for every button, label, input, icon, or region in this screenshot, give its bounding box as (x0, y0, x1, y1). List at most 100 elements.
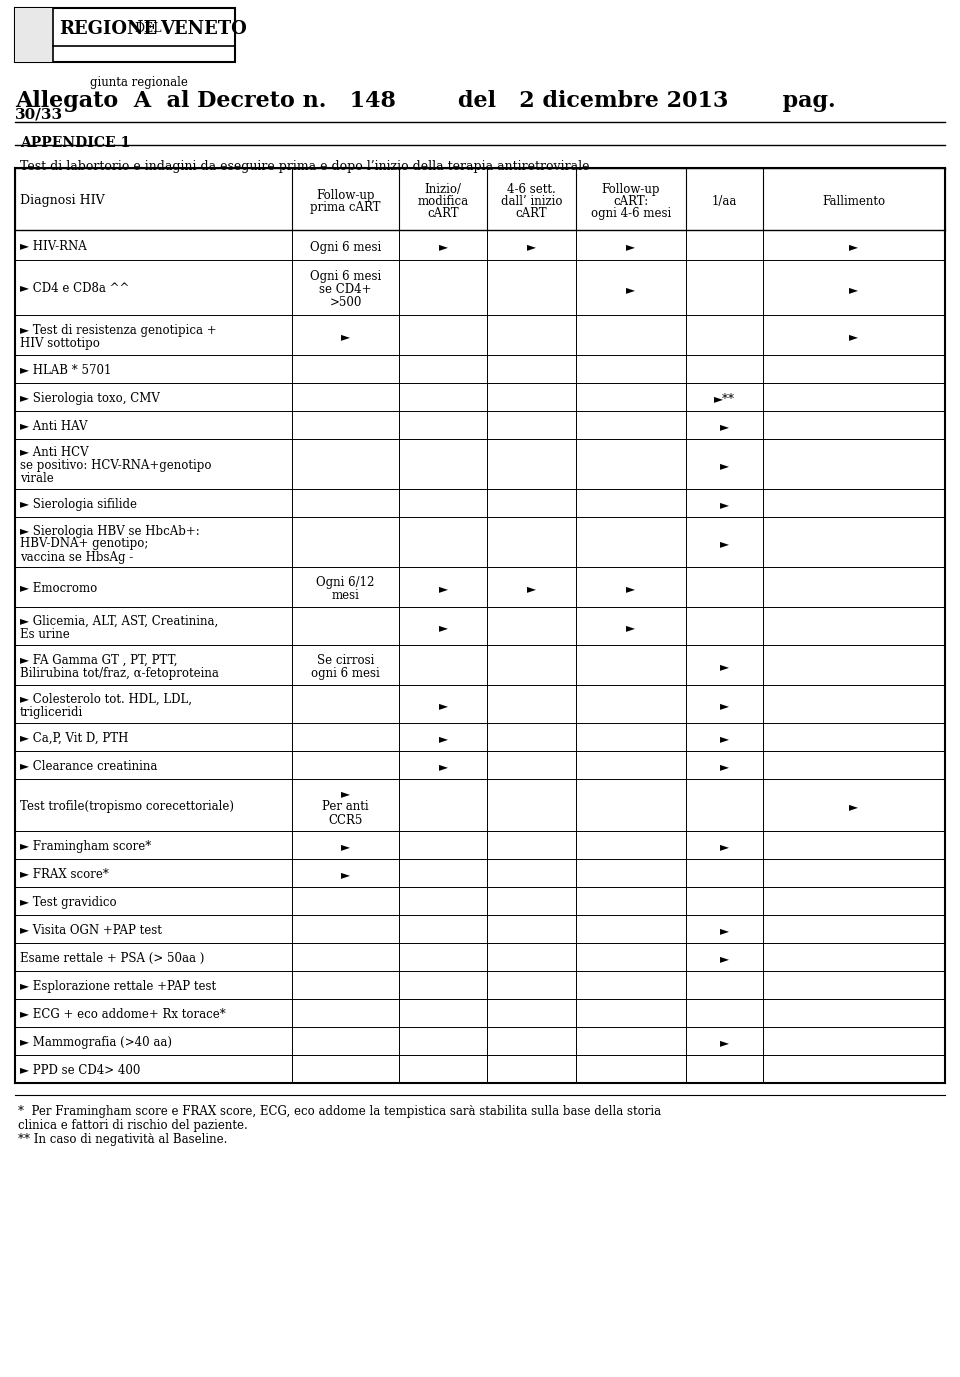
Text: ►: ► (439, 733, 447, 745)
Text: giunta regionale: giunta regionale (90, 76, 188, 90)
Text: ►: ► (850, 241, 858, 253)
Text: ► Anti HCV: ► Anti HCV (20, 446, 88, 460)
Text: ►: ► (720, 924, 729, 938)
Text: Bilirubina tot/fraz, α-fetoproteina: Bilirubina tot/fraz, α-fetoproteina (20, 666, 219, 680)
Text: ogni 6 mesi: ogni 6 mesi (311, 666, 380, 680)
Text: cART: cART (516, 207, 547, 220)
Text: ► HIV-RNA: ► HIV-RNA (20, 240, 86, 253)
Text: ► Test gravidico: ► Test gravidico (20, 896, 116, 909)
Text: Per anti: Per anti (323, 800, 369, 814)
Text: ► Clearance creatinina: ► Clearance creatinina (20, 760, 157, 772)
Bar (15, 8, 53, 62)
Text: ► PPD se CD4> 400: ► PPD se CD4> 400 (20, 1064, 140, 1077)
Text: DEL: DEL (134, 22, 161, 34)
Text: Allegato  A  al Decreto n.   148        del   2 dicembre 2013       pag.: Allegato A al Decreto n. 148 del 2 dicem… (15, 90, 835, 112)
Text: ► FA Gamma GT , PT, PTT,: ► FA Gamma GT , PT, PTT, (20, 654, 178, 666)
Text: ►: ► (626, 284, 636, 296)
Text: APPENDICE 1: APPENDICE 1 (20, 136, 131, 150)
Text: Fallimento: Fallimento (823, 196, 885, 208)
Text: ►: ► (626, 621, 636, 635)
Text: ►: ► (720, 840, 729, 854)
Text: ►: ► (850, 800, 858, 814)
Text: ►: ► (720, 420, 729, 434)
Text: ►: ► (626, 241, 636, 253)
Text: Inizio/: Inizio/ (424, 183, 462, 196)
Text: ► FRAX score*: ► FRAX score* (20, 868, 108, 881)
Text: ► Sierologia sifilide: ► Sierologia sifilide (20, 498, 137, 511)
Text: ►: ► (720, 498, 729, 511)
Text: ► Ca,P, Vit D, PTH: ► Ca,P, Vit D, PTH (20, 733, 129, 745)
Text: CCR5: CCR5 (328, 814, 363, 826)
Text: *  Per Framingham score e FRAX score, ECG, eco addome la tempistica sarà stabili: * Per Framingham score e FRAX score, ECG… (18, 1104, 661, 1118)
Text: ► Test di resistenza genotipica +: ► Test di resistenza genotipica + (20, 324, 217, 337)
Text: ►: ► (720, 760, 729, 774)
Text: se CD4+: se CD4+ (320, 284, 372, 296)
Text: ►: ► (527, 241, 536, 253)
Text: ►: ► (626, 582, 636, 595)
Text: REGIONE: REGIONE (59, 21, 157, 39)
Text: ►: ► (850, 284, 858, 296)
Text: >500: >500 (329, 296, 362, 308)
Text: ►: ► (720, 460, 729, 472)
Text: 4-6 sett.: 4-6 sett. (507, 183, 556, 196)
Text: HBV-DNA+ genotipo;: HBV-DNA+ genotipo; (20, 537, 149, 551)
Text: ► Sierologia HBV se HbcAb+:: ► Sierologia HBV se HbcAb+: (20, 525, 200, 537)
Text: 30/33: 30/33 (15, 107, 63, 123)
Text: ► Glicemia, ALT, AST, Creatinina,: ► Glicemia, ALT, AST, Creatinina, (20, 616, 218, 628)
Text: dall’ inizio: dall’ inizio (501, 196, 563, 208)
Text: ►: ► (341, 788, 350, 800)
Text: ►: ► (341, 330, 350, 343)
Text: prima cART: prima cART (310, 201, 381, 213)
Text: modifica: modifica (418, 196, 468, 208)
Text: ► Anti HAV: ► Anti HAV (20, 420, 87, 432)
Text: vaccina se HbsAg -: vaccina se HbsAg - (20, 551, 133, 563)
Text: Diagnosi HIV: Diagnosi HIV (20, 194, 105, 207)
Text: ► Framingham score*: ► Framingham score* (20, 840, 152, 852)
Text: ►: ► (439, 760, 447, 774)
Text: ►: ► (527, 582, 536, 595)
Text: HIV sottotipo: HIV sottotipo (20, 337, 100, 350)
Text: ►: ► (720, 700, 729, 712)
Text: ogni 4-6 mesi: ogni 4-6 mesi (590, 207, 671, 220)
FancyBboxPatch shape (15, 8, 235, 62)
Text: Ogni 6 mesi: Ogni 6 mesi (310, 241, 381, 253)
Text: ►: ► (341, 869, 350, 881)
Text: mesi: mesi (331, 589, 360, 602)
Text: ► Esplorazione rettale +PAP test: ► Esplorazione rettale +PAP test (20, 980, 216, 993)
Text: ► Visita OGN +PAP test: ► Visita OGN +PAP test (20, 924, 162, 936)
Text: ►: ► (720, 733, 729, 745)
Text: ► ECG + eco addome+ Rx torace*: ► ECG + eco addome+ Rx torace* (20, 1008, 226, 1020)
Text: Test trofile(tropismo corecettoriale): Test trofile(tropismo corecettoriale) (20, 800, 234, 812)
Text: ►: ► (341, 840, 350, 854)
Text: ►: ► (439, 700, 447, 712)
Text: trigliceridi: trigliceridi (20, 706, 84, 719)
Text: ►: ► (439, 582, 447, 595)
Text: clinica e fattori di rischio del paziente.: clinica e fattori di rischio del pazient… (18, 1120, 248, 1132)
Text: ►: ► (720, 537, 729, 551)
Text: ► CD4 e CD8a ^^: ► CD4 e CD8a ^^ (20, 282, 130, 296)
Text: ►: ► (439, 241, 447, 253)
Text: 1/aa: 1/aa (711, 196, 737, 208)
Text: ► Mammografia (>40 aa): ► Mammografia (>40 aa) (20, 1036, 172, 1049)
Text: ► Colesterolo tot. HDL, LDL,: ► Colesterolo tot. HDL, LDL, (20, 693, 192, 706)
Text: Follow-up: Follow-up (317, 189, 374, 202)
Text: Se cirrosi: Se cirrosi (317, 654, 374, 666)
Text: ►: ► (720, 661, 729, 673)
Text: ►: ► (720, 953, 729, 965)
Text: Es urine: Es urine (20, 628, 70, 642)
Text: Esame rettale + PSA (> 50aa ): Esame rettale + PSA (> 50aa ) (20, 952, 204, 965)
Text: ►: ► (720, 1037, 729, 1049)
Text: cART: cART (427, 207, 459, 220)
Text: se positivo: HCV-RNA+genotipo: se positivo: HCV-RNA+genotipo (20, 460, 211, 472)
Text: Follow-up: Follow-up (601, 183, 660, 196)
Text: ►: ► (439, 621, 447, 635)
Text: ►: ► (850, 330, 858, 343)
Text: Ogni 6/12: Ogni 6/12 (317, 576, 374, 589)
Text: virale: virale (20, 472, 54, 486)
Text: cART:: cART: (613, 196, 648, 208)
Text: ► Emocromo: ► Emocromo (20, 582, 97, 595)
Text: ** In caso di negatività al Baseline.: ** In caso di negatività al Baseline. (18, 1133, 228, 1146)
Text: ►**: ►** (713, 392, 734, 405)
Text: Ogni 6 mesi: Ogni 6 mesi (310, 270, 381, 284)
Text: Test di labortorio e indagini da eseguire prima e dopo l’inizio della terapia an: Test di labortorio e indagini da eseguir… (20, 160, 589, 174)
